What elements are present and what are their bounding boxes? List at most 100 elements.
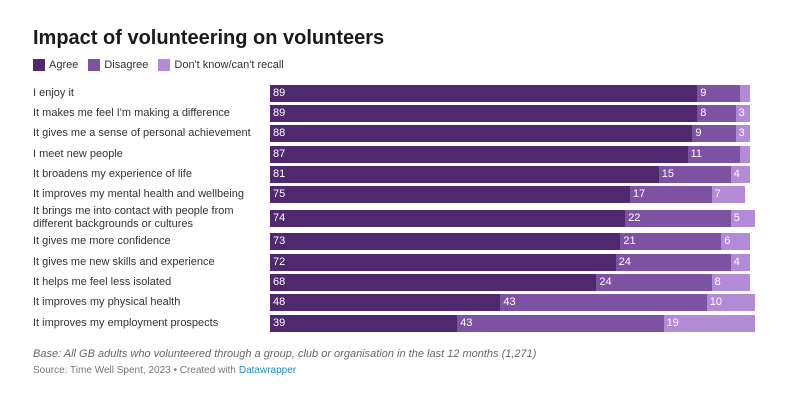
bar-track: 81 15 4 [270, 166, 750, 184]
bar-track: 72 24 4 [270, 253, 750, 271]
value-label: 39 [273, 316, 286, 329]
value-label: 24 [618, 255, 631, 268]
chart-title: Impact of volunteering on volunteers [33, 27, 385, 49]
bar-segment [735, 104, 750, 122]
bar-row: It improves my employment prospects 39 43 1… [33, 313, 793, 333]
bar-segment [740, 84, 750, 102]
bar-segment [270, 145, 688, 163]
value-label: 89 [273, 86, 286, 99]
bar-segment [270, 314, 458, 332]
bar-segment [596, 274, 712, 292]
bar-segment [270, 209, 626, 227]
value-label: 22 [628, 211, 641, 224]
bar-segment [735, 125, 750, 143]
bar-row: It gives me more confidence 73 21 6 [33, 232, 793, 252]
value-label: 9 [700, 86, 707, 99]
bar-segment [270, 125, 693, 143]
bar-segment [500, 294, 707, 312]
value-label: 6 [724, 235, 731, 248]
bar-segment [663, 314, 755, 332]
legend-item: Agree [33, 59, 78, 71]
bar-segment [721, 233, 750, 251]
value-label: 9 [695, 127, 702, 140]
legend-swatch [88, 59, 101, 71]
value-label: 72 [273, 255, 286, 268]
bar-row: I enjoy it 89 9 [33, 83, 793, 103]
bar-row: It gives me new skills and experience 72 2… [33, 252, 793, 272]
bar-segment [697, 84, 741, 102]
bar-segment [697, 104, 736, 122]
value-label: 21 [623, 235, 636, 248]
category-label: It broadens my experience of life [33, 168, 192, 181]
value-label: 75 [273, 188, 286, 201]
value-label: 4 [733, 168, 740, 181]
value-label: 4 [733, 255, 740, 268]
category-label: It brings me into contact with people fr… [33, 205, 234, 231]
value-label: 10 [709, 296, 723, 309]
bar-segment [457, 314, 664, 332]
legend-label: Agree [49, 59, 79, 71]
bar-segment [270, 294, 501, 312]
value-label: 5 [733, 211, 740, 224]
bar-row: I meet new people 87 11 [33, 144, 793, 164]
value-label: 73 [273, 235, 286, 248]
bar-segment [270, 274, 597, 292]
bar-segment [630, 186, 712, 204]
value-label: 15 [661, 168, 675, 181]
category-label: I enjoy it [33, 86, 74, 99]
value-label: 81 [273, 168, 286, 181]
bar-segment [270, 186, 630, 204]
footnote: Base: All GB adults who volunteered thro… [33, 348, 537, 360]
category-label: It makes me feel I'm making a difference [33, 106, 230, 119]
value-label: 8 [700, 106, 707, 119]
bar-track: 88 9 3 [270, 125, 750, 143]
legend-item: Disagree [88, 59, 148, 71]
bar-track: 68 24 8 [270, 274, 750, 292]
bar-segment [730, 253, 750, 271]
source: Source: Time Well Spent, 2023 • Created … [33, 365, 296, 376]
category-label: It gives me a sense of personal achievem… [33, 127, 251, 140]
bar-segment [740, 145, 750, 163]
value-label: 48 [273, 296, 286, 309]
value-label: 3 [738, 106, 745, 119]
bar-segment [270, 166, 659, 184]
legend-label: Don't know/can't recall [174, 59, 284, 71]
value-label: 88 [273, 127, 286, 140]
bar-segment [270, 233, 621, 251]
category-label: It helps me feel less isolated [33, 276, 172, 289]
bar-row: It brings me into contact with people fr… [33, 205, 793, 231]
bar-row: It helps me feel less isolated 68 24 8 [33, 273, 793, 293]
value-label: 43 [503, 296, 516, 309]
bar-track: 48 43 10 [270, 294, 755, 312]
category-label: It improves my mental health and wellbei… [33, 188, 244, 201]
bar-track: 89 8 3 [270, 104, 750, 122]
bar-track: 89 9 [270, 84, 750, 102]
source-text: Source: Time Well Spent, 2023 • Created … [33, 365, 236, 376]
value-label: 3 [738, 127, 745, 140]
bar-segment [730, 209, 755, 227]
plot: I enjoy it 89 9 It makes me feel I'm making… [33, 83, 793, 334]
bar-row: It gives me a sense of personal achievem… [33, 124, 793, 144]
bar-row: It makes me feel I'm making a difference… [33, 103, 793, 123]
category-label: It gives me more confidence [33, 235, 171, 248]
bar-segment [270, 253, 616, 271]
bar-row: It broadens my experience of life 81 15 4 [33, 165, 793, 185]
category-label: It improves my employment prospects [33, 316, 219, 329]
bar-segment [625, 209, 731, 227]
bar-track: 87 11 [270, 145, 750, 163]
bar-row: It improves my mental health and wellbei… [33, 185, 793, 205]
legend-swatch [33, 59, 45, 71]
bar-segment [692, 125, 736, 143]
category-label: It improves my physical health [33, 296, 181, 309]
credit-link[interactable]: Datawrapper [238, 365, 297, 376]
bar-segment [711, 274, 750, 292]
bar-segment [620, 233, 722, 251]
category-label: It gives me new skills and experience [33, 255, 215, 268]
value-label: 17 [633, 188, 646, 201]
bar-track: 75 17 7 [270, 186, 750, 204]
legend-swatch [158, 59, 171, 71]
bar-row: It improves my physical health 48 43 10 [33, 293, 793, 313]
value-label: 74 [273, 211, 286, 224]
bar-segment [730, 166, 750, 184]
